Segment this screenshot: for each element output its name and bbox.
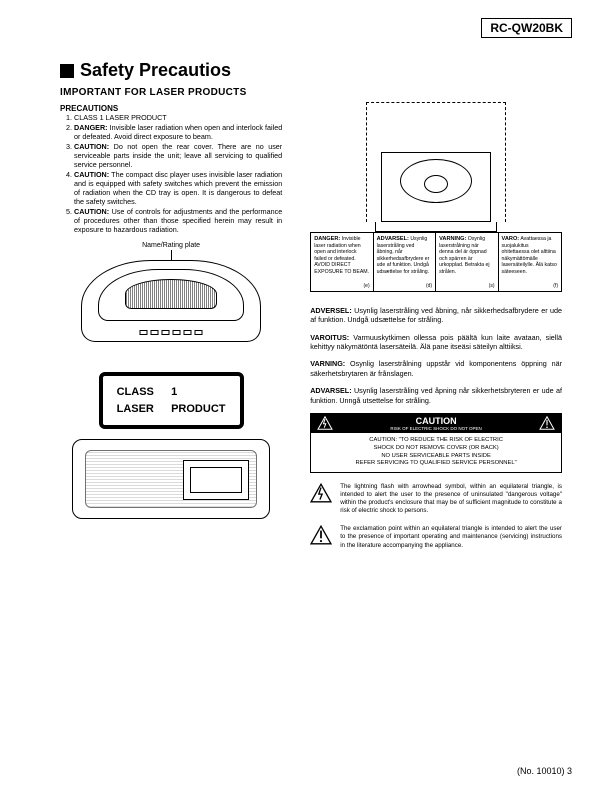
warning-paragraph: ADVARSEL: Usynlig laserstråling ved åpni… — [310, 386, 562, 405]
warning-cell: VARNING: Osynlig laserstrålning när denn… — [436, 233, 498, 291]
multilingual-warning-grid: DANGER: Invisible laser radiation when o… — [310, 232, 562, 292]
warning-cell: DANGER: Invisible laser radiation when o… — [311, 233, 373, 291]
lightning-triangle-icon — [310, 483, 332, 505]
device-top-diagram — [81, 260, 261, 342]
cd-tray-icon — [381, 152, 491, 222]
speaker-grille-icon — [125, 279, 218, 309]
precaution-item: CAUTION: Do not open the rear cover. The… — [74, 142, 282, 169]
symbol-explanation: The lightning flash with arrowhead symbo… — [310, 483, 562, 515]
cd-tray-diagram — [366, 102, 506, 222]
warning-cell: ADVARSEL: Usynlig laserstråling ved åbni… — [374, 233, 436, 291]
subtitle: IMPORTANT FOR LASER PRODUCTS — [60, 87, 562, 98]
symbol-explanation: The exclamation point within an equilate… — [310, 525, 562, 549]
device-bottom-diagram — [72, 439, 270, 519]
symbol-text: The lightning flash with arrowhead symbo… — [340, 483, 562, 515]
tray-base-icon — [375, 222, 497, 232]
panel-icon — [183, 460, 249, 500]
warning-paragraph: VARNING: Osynlig laserstrålning uppstår … — [310, 359, 562, 378]
warning-paragraph: ADVERSEL: Usynlig laserstråling ved åbni… — [310, 306, 562, 325]
title-row: Safety Precautios — [60, 60, 562, 81]
warning-cell: VARO: Avattaessa ja suojalukitus ohitett… — [499, 233, 561, 291]
page-title: Safety Precautios — [80, 60, 231, 81]
caution-body: CAUTION: "TO REDUCE THE RISK OF ELECTRIC… — [311, 433, 561, 472]
symbol-text: The exclamation point within an equilate… — [340, 525, 562, 549]
precaution-item: CAUTION: The compact disc player uses in… — [74, 170, 282, 206]
callout-line-icon — [171, 250, 172, 260]
model-number-box: RC-QW20BK — [481, 18, 572, 38]
two-column-layout: PRECAUTIONS CLASS 1 LASER PRODUCT DANGER… — [60, 102, 562, 560]
left-column: PRECAUTIONS CLASS 1 LASER PRODUCT DANGER… — [60, 102, 282, 560]
page-footer: (No. 10010) 3 — [517, 766, 572, 776]
nameplate-label: Name/Rating plate — [60, 242, 282, 249]
precaution-item: DANGER: Invisible laser radiation when o… — [74, 123, 282, 141]
precautions-list: CLASS 1 LASER PRODUCT DANGER: Invisible … — [60, 113, 282, 234]
page: Safety Precautios IMPORTANT FOR LASER PR… — [0, 0, 612, 580]
right-column: DANGER: Invisible laser radiation when o… — [310, 102, 562, 560]
precautions-heading: PRECAUTIONS — [60, 104, 282, 113]
precaution-item: CAUTION: Use of controls for adjustments… — [74, 207, 282, 234]
warning-paragraph: VAROITUS: Varmuuskytkimen ollessa pois p… — [310, 333, 562, 352]
button-row-icon — [140, 330, 203, 335]
exclamation-triangle-icon — [539, 416, 555, 430]
precaution-item: CLASS 1 LASER PRODUCT — [74, 113, 282, 122]
exclamation-triangle-icon — [310, 525, 332, 547]
lightning-triangle-icon — [317, 416, 333, 430]
class-1-laser-label: CLASS 1 LASER PRODUCT — [99, 372, 244, 429]
caution-box: CAUTION RISK OF ELECTRIC SHOCK DO NOT OP… — [310, 413, 562, 473]
caution-header: CAUTION RISK OF ELECTRIC SHOCK DO NOT OP… — [311, 414, 561, 433]
section-marker-icon — [60, 64, 74, 78]
model-number: RC-QW20BK — [490, 21, 563, 35]
